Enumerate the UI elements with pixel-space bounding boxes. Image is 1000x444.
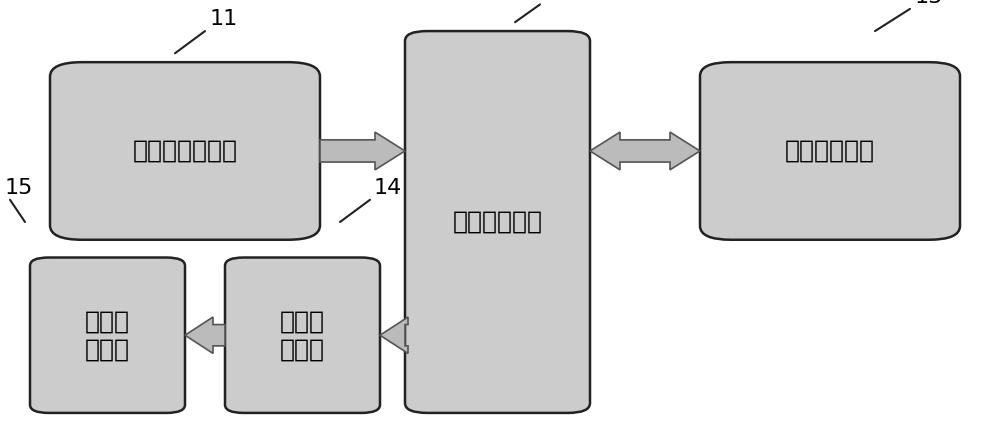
FancyBboxPatch shape — [30, 258, 185, 413]
Polygon shape — [185, 317, 225, 353]
Text: 光脉冲产生模块: 光脉冲产生模块 — [132, 139, 238, 163]
Polygon shape — [590, 132, 700, 170]
Text: 光电探
测模块: 光电探 测模块 — [280, 309, 325, 361]
Text: 13: 13 — [915, 0, 943, 7]
FancyBboxPatch shape — [225, 258, 380, 413]
Text: 光路传输模块: 光路传输模块 — [453, 210, 542, 234]
Text: 14: 14 — [374, 178, 402, 198]
Text: 待测光纤模块: 待测光纤模块 — [785, 139, 875, 163]
Polygon shape — [320, 132, 405, 170]
Polygon shape — [380, 317, 408, 353]
Text: 11: 11 — [210, 9, 238, 29]
Text: 15: 15 — [5, 178, 33, 198]
FancyBboxPatch shape — [700, 62, 960, 240]
FancyBboxPatch shape — [405, 31, 590, 413]
FancyBboxPatch shape — [50, 62, 320, 240]
Text: 12: 12 — [545, 0, 573, 2]
Text: 数据处
理模块: 数据处 理模块 — [85, 309, 130, 361]
